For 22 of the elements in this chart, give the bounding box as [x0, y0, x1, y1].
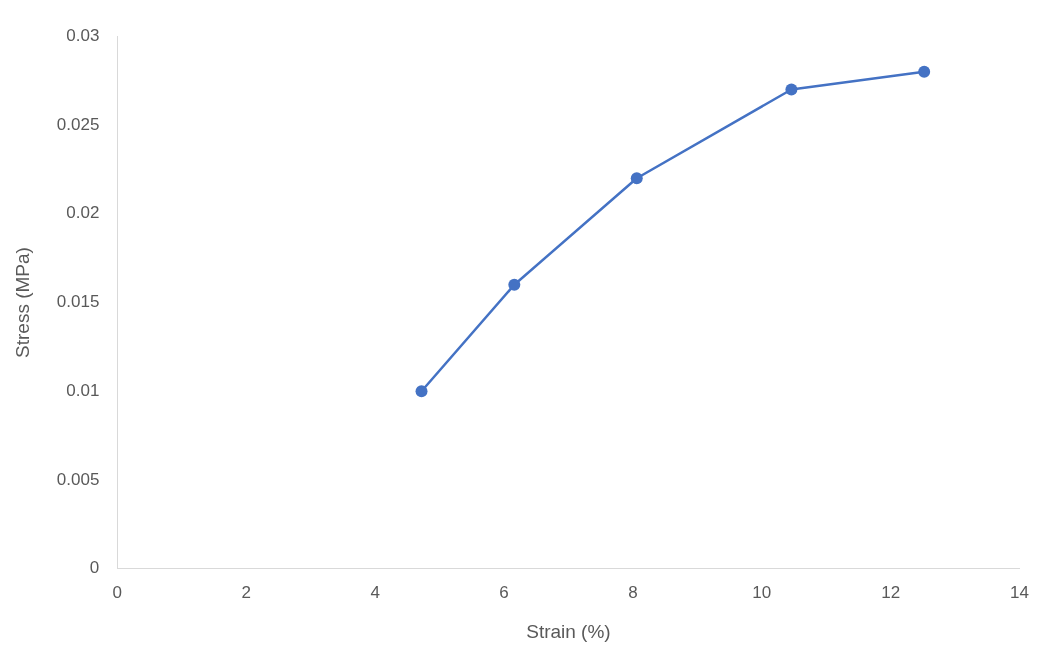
y-tick-label: 0.01 [66, 380, 100, 400]
point [508, 278, 521, 291]
x-tick-label: 6 [499, 582, 509, 602]
y-axis-title: Stress (MPa) [11, 247, 33, 358]
point [785, 83, 798, 96]
x-tick-label: 12 [881, 582, 901, 602]
point [918, 65, 931, 78]
x-tick-label: 4 [370, 582, 380, 602]
y-tick-label: 0.02 [66, 203, 100, 223]
x-axis-title: Strain (%) [526, 620, 611, 642]
point [630, 172, 643, 185]
x-tick-label: 2 [241, 582, 251, 602]
x-tick-label: 8 [628, 582, 638, 602]
point [415, 385, 428, 398]
y-tick-label: 0.025 [56, 114, 100, 134]
x-tick-label: 0 [112, 582, 123, 602]
y-tick-label: 0.005 [56, 469, 100, 489]
x-tick-label: 10 [752, 582, 772, 602]
x-tick-label: 14 [1010, 582, 1030, 602]
y-tick-label: 0.03 [66, 25, 100, 45]
y-tick-label: 0.015 [56, 292, 100, 312]
y-tick-label: 0 [89, 558, 100, 578]
